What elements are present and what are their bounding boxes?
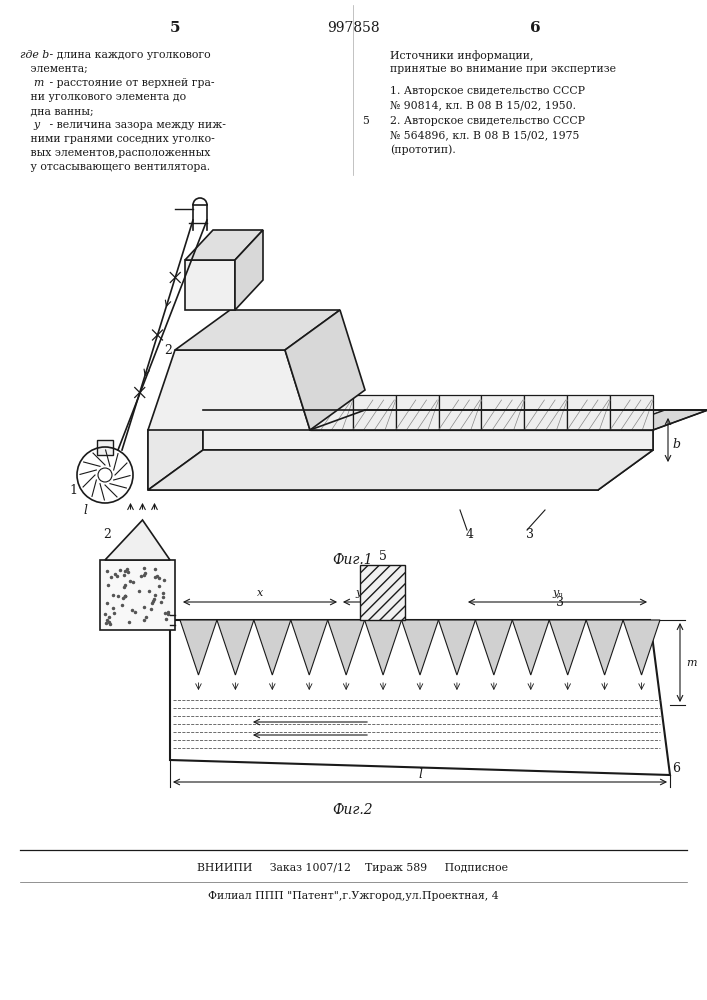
Text: y₁: y₁ xyxy=(356,588,367,598)
Text: l: l xyxy=(418,768,422,780)
Text: 1. Авторское свидетельство СССР: 1. Авторское свидетельство СССР xyxy=(390,86,585,96)
Polygon shape xyxy=(396,410,493,430)
Polygon shape xyxy=(185,230,263,260)
Text: b: b xyxy=(672,438,680,452)
Text: yₙ: yₙ xyxy=(552,588,563,598)
Polygon shape xyxy=(148,450,653,490)
Polygon shape xyxy=(148,410,203,490)
Polygon shape xyxy=(402,620,438,675)
Polygon shape xyxy=(475,620,513,675)
Polygon shape xyxy=(148,350,310,430)
Text: 3: 3 xyxy=(556,595,564,608)
Polygon shape xyxy=(180,620,217,675)
Text: 6: 6 xyxy=(530,21,540,35)
Text: - расстояние от верхней гра-: - расстояние от верхней гра- xyxy=(46,78,214,88)
Text: 6: 6 xyxy=(672,762,680,774)
Text: принятые во внимание при экспертизе: принятые во внимание при экспертизе xyxy=(390,64,616,74)
Text: ВНИИПИ     Заказ 1007/12    Тираж 589     Подписное: ВНИИПИ Заказ 1007/12 Тираж 589 Подписное xyxy=(197,863,508,873)
Text: 2. Авторское свидетельство СССР: 2. Авторское свидетельство СССР xyxy=(390,116,585,126)
Text: 3: 3 xyxy=(526,528,534,542)
Text: m: m xyxy=(20,78,45,88)
Text: 5: 5 xyxy=(170,21,180,35)
Polygon shape xyxy=(438,395,481,430)
Text: 2: 2 xyxy=(103,528,112,542)
Text: 2: 2 xyxy=(164,344,172,357)
Text: (прототип).: (прототип). xyxy=(390,144,456,155)
Text: m: m xyxy=(686,658,696,668)
Polygon shape xyxy=(353,410,451,430)
Polygon shape xyxy=(148,430,598,490)
Polygon shape xyxy=(567,395,610,430)
Polygon shape xyxy=(185,260,235,310)
Text: ними гранями соседних уголко-: ними гранями соседних уголко- xyxy=(20,134,215,144)
Polygon shape xyxy=(310,395,353,430)
Polygon shape xyxy=(586,620,623,675)
Text: 997858: 997858 xyxy=(327,21,380,35)
Polygon shape xyxy=(254,620,291,675)
Polygon shape xyxy=(291,620,327,675)
Text: 1: 1 xyxy=(69,484,77,496)
Polygon shape xyxy=(327,620,365,675)
Text: Филиал ППП "Патент",г.Ужгород,ул.Проектная, 4: Филиал ППП "Патент",г.Ужгород,ул.Проектн… xyxy=(208,891,498,901)
Polygon shape xyxy=(567,410,665,430)
Text: ни уголкового элемента до: ни уголкового элемента до xyxy=(20,92,186,102)
Polygon shape xyxy=(396,395,438,430)
Bar xyxy=(100,560,175,630)
Text: № 90814, кл. В 08 В 15/02, 1950.: № 90814, кл. В 08 В 15/02, 1950. xyxy=(390,100,576,110)
Polygon shape xyxy=(525,410,622,430)
Text: y: y xyxy=(20,120,40,130)
Polygon shape xyxy=(481,410,579,430)
Text: x: x xyxy=(257,588,263,598)
Polygon shape xyxy=(438,410,537,430)
Polygon shape xyxy=(610,395,653,430)
Text: - длина каждого уголкового: - длина каждого уголкового xyxy=(46,50,211,60)
Polygon shape xyxy=(438,620,475,675)
Polygon shape xyxy=(623,620,660,675)
Text: Источники информации,: Источники информации, xyxy=(390,50,534,61)
Polygon shape xyxy=(235,230,263,310)
Text: Фиг.1: Фиг.1 xyxy=(333,553,373,567)
Polygon shape xyxy=(285,310,365,430)
Polygon shape xyxy=(203,410,653,450)
Text: 5: 5 xyxy=(378,550,387,564)
Polygon shape xyxy=(513,620,549,675)
Text: дна ванны;: дна ванны; xyxy=(20,106,93,116)
Polygon shape xyxy=(175,310,340,350)
Text: вых элементов,расположенных: вых элементов,расположенных xyxy=(20,148,211,158)
Polygon shape xyxy=(353,395,396,430)
Text: 4: 4 xyxy=(466,528,474,542)
Text: элемента;: элемента; xyxy=(20,64,88,74)
Polygon shape xyxy=(598,410,653,490)
Text: № 564896, кл. В 08 В 15/02, 1975: № 564896, кл. В 08 В 15/02, 1975 xyxy=(390,130,579,140)
Polygon shape xyxy=(549,620,586,675)
Text: - величина зазора между ниж-: - величина зазора между ниж- xyxy=(46,120,226,130)
Polygon shape xyxy=(525,395,567,430)
Polygon shape xyxy=(217,620,254,675)
Polygon shape xyxy=(610,410,707,430)
Text: 5: 5 xyxy=(362,116,369,126)
Text: l: l xyxy=(83,504,87,516)
Bar xyxy=(360,565,405,620)
Text: Фиг.2: Фиг.2 xyxy=(333,803,373,817)
Bar xyxy=(97,440,113,455)
Polygon shape xyxy=(365,620,402,675)
Polygon shape xyxy=(310,410,408,430)
Polygon shape xyxy=(105,520,170,560)
Text: у отсасывающего вентилятора.: у отсасывающего вентилятора. xyxy=(20,162,210,172)
Text: где b: где b xyxy=(20,50,49,60)
Polygon shape xyxy=(481,395,525,430)
